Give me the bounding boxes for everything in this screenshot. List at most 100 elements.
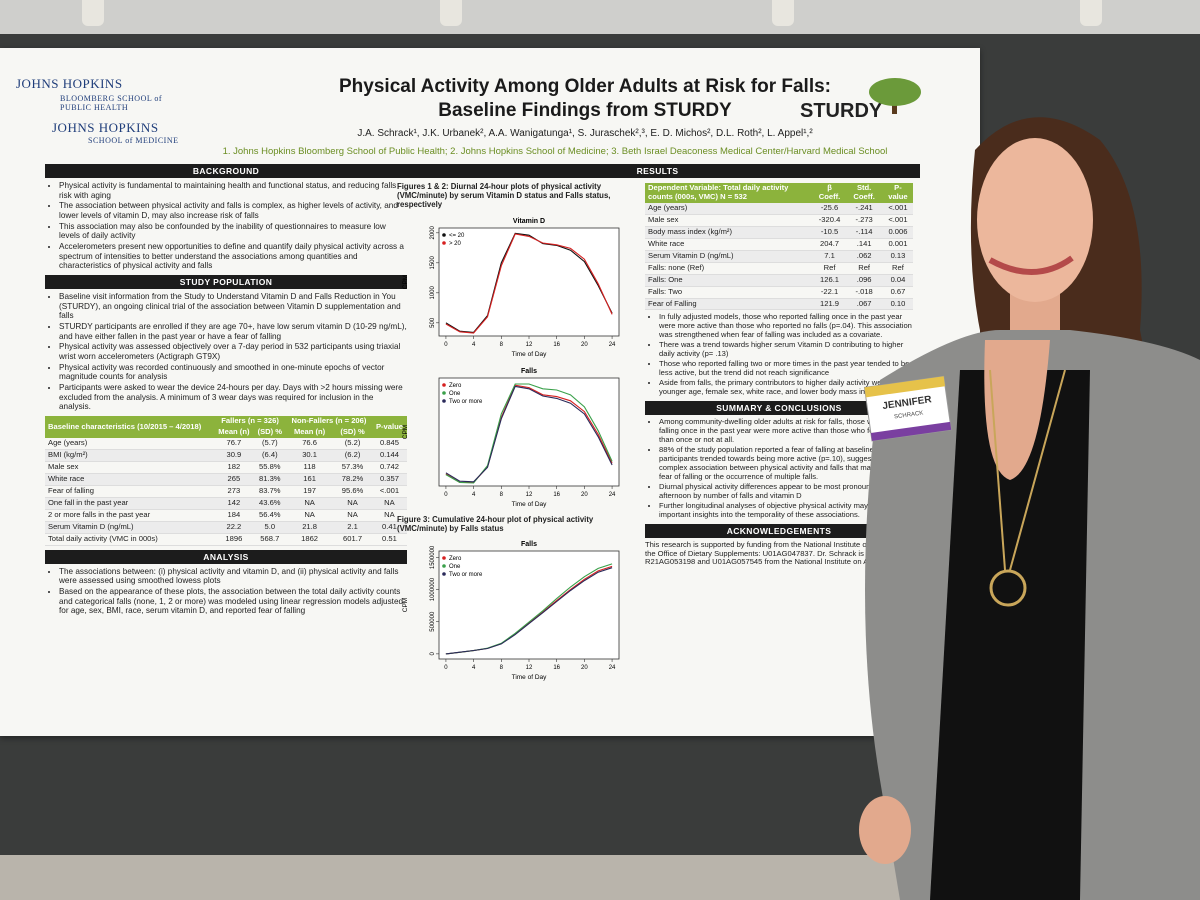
x-tick-label: 4 (472, 342, 476, 348)
table-cell: 568.7 (253, 533, 286, 546)
ceiling-light (1080, 0, 1102, 26)
y-axis-label: CPM (402, 425, 409, 439)
table-cell: Falls: Two (645, 286, 814, 299)
x-tick-label: 24 (609, 342, 616, 348)
table-cell: .096 (845, 274, 883, 287)
y-tick-label: 0 (430, 652, 436, 656)
bullet: STURDY participants are enrolled if they… (59, 322, 407, 341)
badge-band (870, 421, 952, 441)
table-cell: <.001 (371, 485, 407, 498)
table-cell: 56.4% (253, 509, 286, 522)
name-badge: JENNIFER SCHRACK (863, 375, 952, 442)
table-row: Age (years) -25.6 -.241 <.001 (645, 202, 913, 215)
baseline-table: Baseline characteristics (10/2015 – 4/20… (45, 416, 407, 546)
table-cell: 1896 (214, 533, 254, 546)
table-cell: Ref (813, 262, 846, 275)
table-cell: 0.04 (882, 274, 913, 287)
column-header: Fallers (n = 326) (214, 416, 286, 428)
table-cell: -.114 (845, 226, 883, 239)
section-heading: ACKNOWLEDGEMENTS (645, 523, 913, 538)
x-tick-label: 16 (553, 342, 560, 348)
table-cell: (5.2) (333, 438, 372, 451)
table-cell: 126.1 (813, 274, 846, 287)
table-cell: 0.41 (371, 521, 407, 534)
section-heading: SUMMARY & CONCLUSIONS (645, 401, 913, 416)
table-cell: 2 or more falls in the past year (45, 509, 215, 522)
x-tick-label: 0 (444, 665, 448, 671)
bullet-list: Physical activity is fundamental to main… (45, 181, 407, 271)
table-cell: 83.7% (253, 485, 286, 498)
table-cell: .067 (845, 298, 883, 311)
table-row: 2 or more falls in the past year 184 56.4%… (45, 509, 407, 522)
x-tick-label: 4 (472, 665, 476, 671)
table-cell: 273 (214, 485, 254, 498)
column-header: Dependent Variable: Total daily activity… (645, 183, 814, 203)
table-cell: 43.6% (253, 497, 286, 510)
table-cell: 30.9 (214, 449, 254, 462)
ceiling-light (82, 0, 104, 26)
data-line (445, 567, 613, 655)
logo-school: SCHOOL of MEDICINE (88, 136, 179, 145)
table-cell: One fall in the past year (45, 497, 215, 510)
table-cell: -.241 (845, 202, 883, 215)
table-cell: 0.144 (371, 449, 407, 462)
legend-label: One (449, 564, 461, 570)
affiliations: 1. Johns Hopkins Bloomberg School of Pub… (222, 146, 888, 157)
table-cell: 57.3% (333, 461, 372, 474)
badge-band (864, 376, 946, 398)
y-tick-label: 1500000 (430, 545, 436, 569)
section-heading: RESULTS (395, 164, 920, 178)
y-tick-label: 500000 (430, 611, 436, 632)
table-cell: 0.357 (371, 473, 407, 486)
bullet: Those who reported falling two or more t… (659, 359, 913, 378)
table-cell: 81.3% (253, 473, 286, 486)
table-row: Serum Vitamin D (ng/mL) 22.2 5.0 21.8 2.1 0.4… (45, 521, 407, 534)
header-row: Mean (n) (SD) % Mean (n) (SD) % (45, 427, 407, 439)
table-cell: 197 (285, 485, 334, 498)
table-cell: 184 (214, 509, 254, 522)
table-cell: 1862 (285, 533, 334, 546)
section-heading: BACKGROUND (45, 164, 407, 179)
x-tick-label: 8 (500, 665, 504, 671)
table-cell: 78.2% (333, 473, 372, 486)
table-row: White race 204.7.141 0.001 (645, 238, 913, 251)
study-logo: STURDY (800, 100, 883, 122)
poster-title: Baseline Findings from STURDY (438, 100, 732, 121)
table-row: BMI (kg/m²) 30.9 (6.4) 30.1 (6.2) 0.144 (45, 449, 407, 462)
bullet: Physical activity was assessed objective… (59, 342, 407, 361)
middle-column: Figures 1 & 2: Diurnal 24-hour plots of … (397, 180, 645, 686)
section-heading: ANALYSIS (45, 549, 407, 564)
poster: JOHNS HOPKINS BLOOMBERG SCHOOL of PUBLIC… (0, 48, 980, 736)
legend-swatch (442, 399, 446, 404)
table-row: Falls: One 126.1.096 0.04 (645, 274, 913, 287)
table-cell: 21.8 (285, 521, 334, 534)
table-row: Age (years) 76.7 (5.7) 76.6 (5.2) 0.845 (45, 438, 407, 451)
table-cell: Total daily activity (VMC in 000s) (45, 533, 215, 546)
legend-swatch (442, 572, 446, 577)
subcolumn-header: Mean (n) (285, 427, 334, 439)
table-cell: NA (371, 509, 407, 522)
x-tick-label: 24 (609, 665, 616, 671)
legend-swatch (442, 383, 446, 388)
table-cell: -10.5 (813, 226, 846, 239)
legend-label: Two or more (449, 399, 483, 405)
bullet-list: Baseline visit information from the Stud… (45, 292, 407, 412)
table-cell: NA (371, 497, 407, 510)
table-cell: 22.2 (214, 521, 254, 534)
x-tick-label: 8 (500, 492, 504, 498)
right-column: Dependent Variable: Total daily activity… (645, 180, 913, 567)
bullet: Based on the appearance of these plots, … (59, 587, 407, 616)
tree-icon (869, 78, 921, 114)
x-tick-label: 20 (581, 492, 588, 498)
bullet: In fully adjusted models, those who repo… (659, 313, 913, 340)
legend-label: Two or more (449, 572, 483, 578)
subcolumn-header: Mean (n) (214, 427, 254, 439)
table-cell: 0.006 (882, 226, 913, 239)
column-header: β Coeff. (813, 183, 846, 203)
table-row: Body mass index (kg/m²) -10.5 -.114 0.006 (645, 226, 913, 239)
bullet-list: In fully adjusted models, those who repo… (645, 313, 913, 397)
figure-caption: Figures 1 & 2: Diurnal 24-hour plots of … (397, 182, 611, 210)
table-cell: 55.8% (253, 461, 286, 474)
logo-school: BLOOMBERG SCHOOL of PUBLIC HEALTH (60, 94, 163, 112)
table-cell: Male sex (45, 461, 215, 474)
